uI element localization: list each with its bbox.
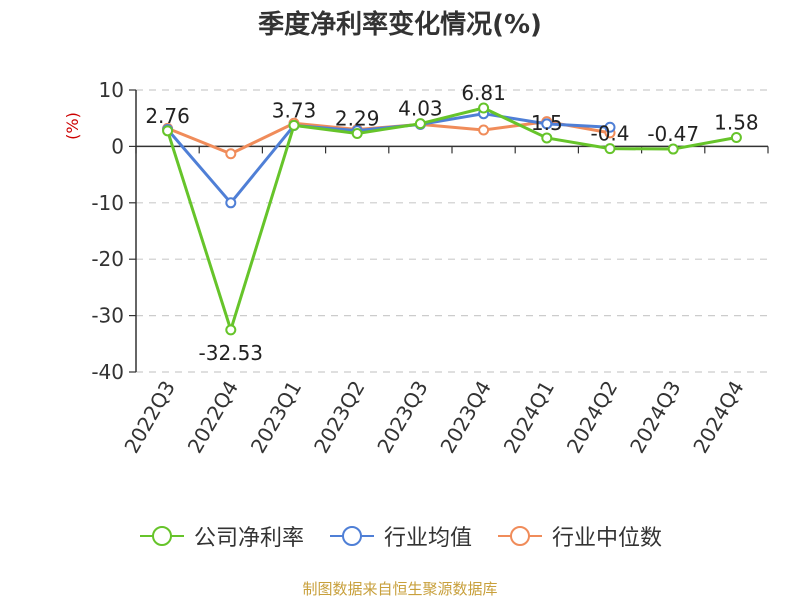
data-point-0 [162,125,174,137]
legend-item-industry-avg[interactable]: 行业均值 [328,520,472,552]
legend: 公司净利率 行业均值 行业中位数 [0,520,800,552]
x-tick-label: 2022Q3 [119,377,179,458]
data-point-2 [225,148,237,160]
y-tick-label: -10 [91,191,124,215]
data-point-0 [541,132,553,144]
data-label: 3.73 [272,98,317,122]
y-axis-unit: (%) [63,112,82,140]
data-point-1 [541,118,553,130]
legend-label-industry-avg: 行业均值 [383,526,472,551]
data-point-1 [604,121,616,133]
x-tick-label: 2024Q2 [562,377,622,458]
y-tick-label: -20 [91,247,124,271]
x-tick-label: 2023Q2 [309,377,369,458]
data-point-0 [288,119,300,131]
x-tick-label: 2023Q3 [372,377,432,458]
x-tick-label: 2024Q3 [625,377,685,458]
legend-item-company[interactable]: 公司净利率 [138,520,304,552]
data-point-0 [414,118,426,130]
x-tick-label: 2023Q4 [435,376,495,457]
x-tick-label: 2024Q4 [688,377,748,458]
data-label: 6.81 [461,81,506,105]
series-line-0 [166,106,737,332]
y-tick-label: 10 [99,78,124,102]
data-label: 1.58 [714,110,759,134]
data-label: 2.76 [145,104,190,128]
data-point-0 [478,102,490,114]
data-point-0 [604,143,616,155]
data-point-0 [730,131,742,143]
legend-marker-company [139,526,184,546]
legend-item-industry-median[interactable]: 行业中位数 [496,520,662,552]
legend-label-industry-median: 行业中位数 [552,526,663,551]
y-tick-label: -40 [91,360,124,384]
data-label: -0.47 [647,122,699,146]
y-tick-label: 0 [111,134,124,158]
legend-label-company: 公司净利率 [193,526,304,551]
data-point-1 [225,197,237,209]
chart-title: 季度净利率变化情况(%) [258,10,542,40]
data-point-0 [667,143,679,155]
data-label: 1.5 [531,111,563,135]
x-tick-label: 2022Q4 [183,377,243,458]
data-label: 2.29 [335,106,380,130]
y-tick-label: -30 [91,304,124,328]
data-point-0 [225,324,237,336]
source-footer: 制图数据来自恒生聚源数据库 [302,580,498,598]
data-point-2 [478,124,490,136]
x-tick-label: 2024Q1 [499,377,559,458]
x-tick-label: 2023Q1 [246,377,306,458]
data-point-0 [351,127,363,139]
data-label: 4.03 [398,97,443,121]
legend-marker-industry-avg [329,526,374,546]
data-label: -32.53 [199,341,263,365]
legend-marker-industry-median [498,526,542,546]
line-chart: 100-10-20-30-40(%)2022Q3 2022Q4 2023Q1 2023… [63,78,769,458]
data-label: -0.4 [590,122,629,146]
